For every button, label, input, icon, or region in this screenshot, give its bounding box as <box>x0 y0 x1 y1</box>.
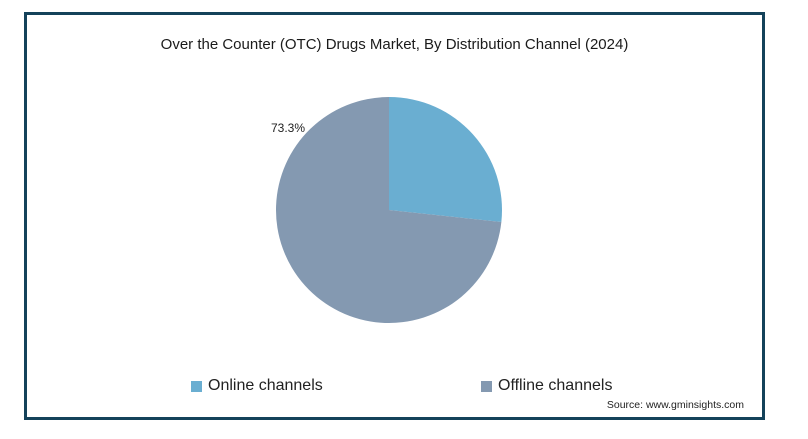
source-note: Source: www.gminsights.com <box>606 399 744 411</box>
legend-swatch-online <box>191 380 202 392</box>
legend-swatch-offline <box>481 380 492 392</box>
legend-item-online: Online channels <box>191 377 323 395</box>
legend-label-offline: Offline channels <box>498 377 613 394</box>
data-label-offline-channels: 73.3% <box>271 121 305 135</box>
pie-chart: 73.3% <box>271 97 502 323</box>
legend-label-online: Online channels <box>208 377 323 394</box>
chart-frame: Over the Counter (OTC) Drugs Market, By … <box>24 12 765 420</box>
chart-title: Over the Counter (OTC) Drugs Market, By … <box>160 36 629 53</box>
pie-slice-offline-channels <box>276 97 502 323</box>
legend-item-offline: Offline channels <box>481 377 612 395</box>
pie-slice-online-channels <box>389 97 502 223</box>
